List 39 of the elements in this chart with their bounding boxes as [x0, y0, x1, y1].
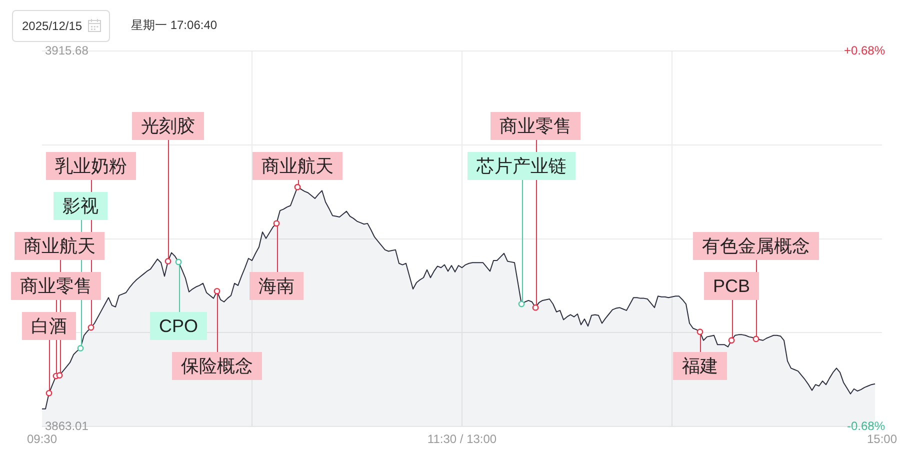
point	[175, 258, 182, 266]
point	[532, 304, 539, 311]
annotation: 光刻胶	[141, 116, 195, 136]
annotation: 乳业奶粉	[55, 156, 127, 176]
y2-tick-label: +0.68%	[844, 43, 886, 58]
annotation: PCB	[712, 276, 750, 296]
point	[56, 372, 63, 379]
y-tick-label: 3863.01	[45, 418, 89, 433]
y2-tick-label: -0.68%	[846, 418, 886, 433]
point	[46, 390, 52, 396]
point	[273, 220, 280, 227]
point	[77, 345, 84, 352]
point	[294, 184, 301, 190]
y-tick-label: 3915.68	[45, 43, 89, 58]
x-tick-label: 11:30 / 13:00	[427, 432, 497, 446]
point	[696, 328, 704, 336]
annotation: 有色金属概念	[702, 236, 810, 256]
chart-subtitle: 星期一 17:06:40	[131, 18, 218, 32]
annotation: 福建	[682, 356, 718, 376]
annotation: 商业航天	[262, 156, 334, 176]
date-field: 2025/12/15	[12, 10, 110, 42]
annotation: 海南	[258, 276, 294, 296]
point	[518, 300, 525, 308]
annotation: 商业航天	[24, 236, 96, 256]
point	[164, 258, 172, 264]
annotation: 商业零售	[20, 276, 92, 296]
point	[88, 324, 94, 331]
x-tick-label: 15:00	[866, 432, 898, 446]
point	[752, 336, 760, 342]
annotation: 白酒	[31, 316, 67, 336]
annotation: 芯片产业链	[476, 156, 566, 176]
annotation: 影视	[62, 196, 98, 216]
point	[728, 337, 735, 344]
annotation: 保险概念	[181, 356, 253, 376]
chart-title: 2025/12/15	[22, 19, 82, 33]
point	[214, 288, 220, 294]
x-tick-label: 09:30	[26, 432, 58, 446]
annotation: CPO	[158, 316, 198, 336]
annotation: 商业零售	[500, 116, 572, 136]
